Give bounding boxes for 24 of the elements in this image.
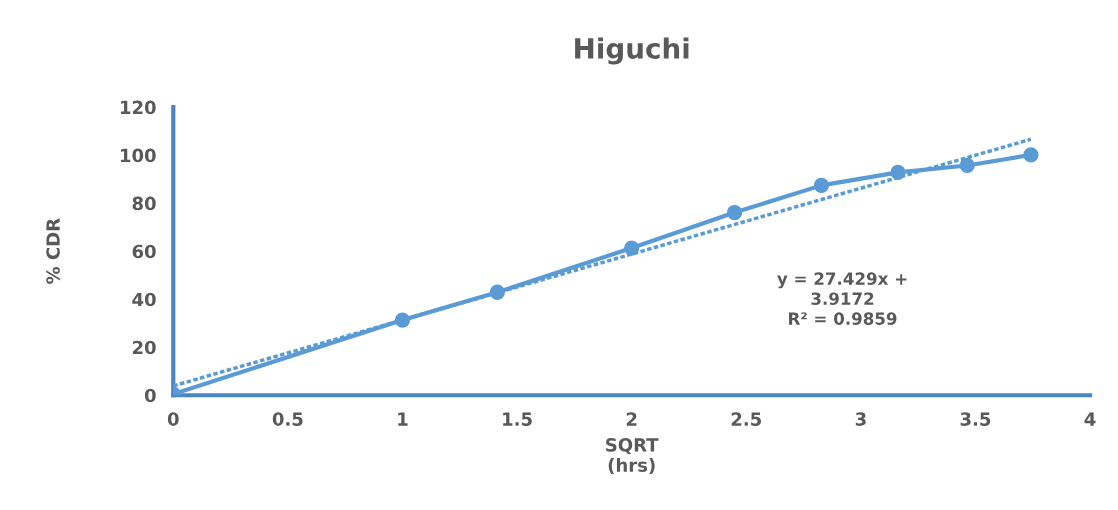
point	[726, 204, 743, 221]
x-tick-label: 0.5	[272, 412, 303, 426]
x-tick-label: 2.5	[731, 412, 761, 426]
x-tick-label: 4	[1084, 412, 1096, 426]
point	[813, 177, 830, 194]
x-tick-label: 0	[167, 412, 179, 426]
y-tick-label: 20	[132, 340, 156, 355]
x-axis-title: SQRT (hrs)	[606, 438, 659, 475]
y-tick-label: 120	[120, 100, 156, 115]
x-tick-label: 1.5	[503, 412, 532, 426]
y-tick-label: 40	[132, 292, 156, 307]
point	[1023, 147, 1039, 163]
x-tick-label: 2	[626, 412, 637, 426]
x-tick-label: 3.5	[960, 412, 991, 426]
y-tick-label: 0	[144, 388, 156, 403]
chart-title: Higuchi	[575, 37, 689, 65]
point	[959, 157, 975, 174]
x-tick-label: 1	[398, 412, 408, 426]
y-axis-title: % CDR	[46, 218, 60, 284]
y-tick-label: 80	[132, 196, 156, 211]
x-tick-label: 3	[855, 412, 866, 426]
annotation: y = 27.429x + 3.9172 R² = 0.9859	[777, 272, 907, 325]
y-tick-label: 100	[120, 148, 156, 163]
y-tick-label: 60	[132, 244, 156, 259]
